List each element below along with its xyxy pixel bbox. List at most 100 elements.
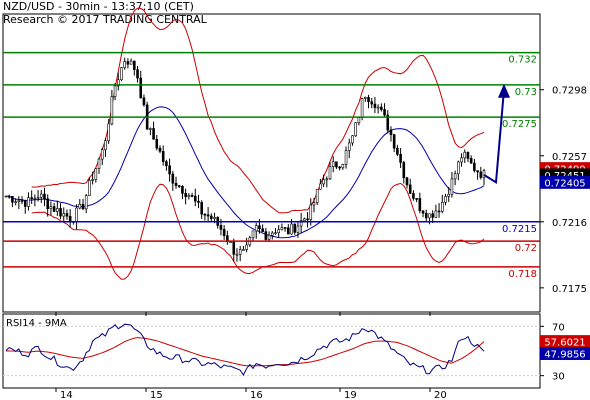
candle-body [142,97,146,106]
candle-body [473,162,476,171]
candle-body [133,60,136,70]
candle-body [328,166,332,180]
candle-body [373,103,377,108]
candle-body [370,101,374,105]
candle-body [27,197,30,207]
candle-body [200,202,203,215]
candle-body [11,195,14,203]
candle-body [457,161,460,175]
candle-body [303,218,306,221]
candle-body [274,232,277,235]
candle-body [322,179,325,185]
copyright-line: Research © 2017 TRADING CENTRAL [3,13,207,26]
candle-body [434,210,438,218]
candle-body [149,128,152,130]
candle-body [197,200,200,203]
candle-body [389,129,393,135]
candle-body [177,185,181,187]
candle-body [75,207,78,222]
candle-body [405,177,409,186]
candle-body [402,162,406,179]
candle-body [392,134,396,149]
candle-body [203,213,207,216]
candle-body [460,157,463,163]
candle-body [33,197,37,200]
candle-body [251,230,255,239]
candle-body [126,61,130,65]
candle-body [309,204,313,220]
candle-body [277,229,280,234]
candle-body [338,166,341,169]
candle-body [136,69,139,79]
candle-body [65,213,69,217]
x-tick-label: 15 [150,390,163,400]
candle-body [306,218,309,221]
candle-body [68,215,72,222]
candle-body [418,198,422,211]
x-tick-label: 20 [434,390,447,400]
rsi-panel-title: RSI14 - 9MA [6,318,67,329]
x-tick-label: 16 [250,390,263,400]
forecast-arrow-line [483,89,505,185]
candle-body [222,229,226,236]
candle-body [367,97,370,103]
forecast-arrowhead [498,83,510,98]
rsi-panel-frame [2,313,541,389]
candle-body [94,168,98,180]
candle-body [258,225,261,230]
candle-body [52,206,56,212]
candle-body [20,200,24,202]
candle-body [319,183,322,190]
candle-body [107,123,110,142]
candle-body [181,186,184,194]
candle-body [104,140,107,150]
candle-body [267,234,271,240]
candle-body [165,161,168,167]
level-label: 0.7215 [502,224,537,235]
candle-body [161,151,165,162]
candle-body [23,200,27,207]
candle-body [49,206,53,209]
bollinger-upper-line [31,7,485,214]
candle-body [344,150,348,165]
y-tick-label: 0.7216 [552,218,587,229]
candle-body [296,225,300,233]
candle-body [466,151,470,159]
candle-body [270,232,274,236]
rsi-badge-label: 57.6021 [544,338,585,349]
candle-body [315,188,319,203]
x-tick-label: 19 [344,390,357,400]
candle-body [331,161,335,167]
candle-body [174,182,178,186]
rsi-y-tick-label: 30 [552,372,565,383]
candle-body [412,193,415,199]
rsi-badge-label: 47.9856 [544,349,585,360]
candle-body [158,147,162,152]
candle-body [351,135,354,144]
candle-body [325,178,329,181]
candle-body [116,79,120,87]
candle-body [4,195,8,198]
candle-body [386,114,390,131]
candle-body [129,60,133,65]
candle-body [190,195,194,197]
candle-body [287,227,290,235]
candle-body [376,106,380,109]
candle-body [113,85,117,97]
candle-body [440,202,444,212]
candle-body [380,106,383,110]
candle-body [17,200,21,203]
candle-body [280,227,284,231]
rsi-signal-line [6,337,485,367]
candle-body [187,195,191,197]
level-label: 0.732 [508,55,537,66]
candle-body [415,198,418,200]
candle-body [210,215,213,219]
candle-body [139,77,143,99]
candle-body [482,170,486,178]
rsi-y-tick-label: 70 [552,322,565,333]
candle-body [30,197,33,199]
candle-body [120,67,123,81]
candle-body [335,161,338,168]
candle-body [100,149,104,160]
